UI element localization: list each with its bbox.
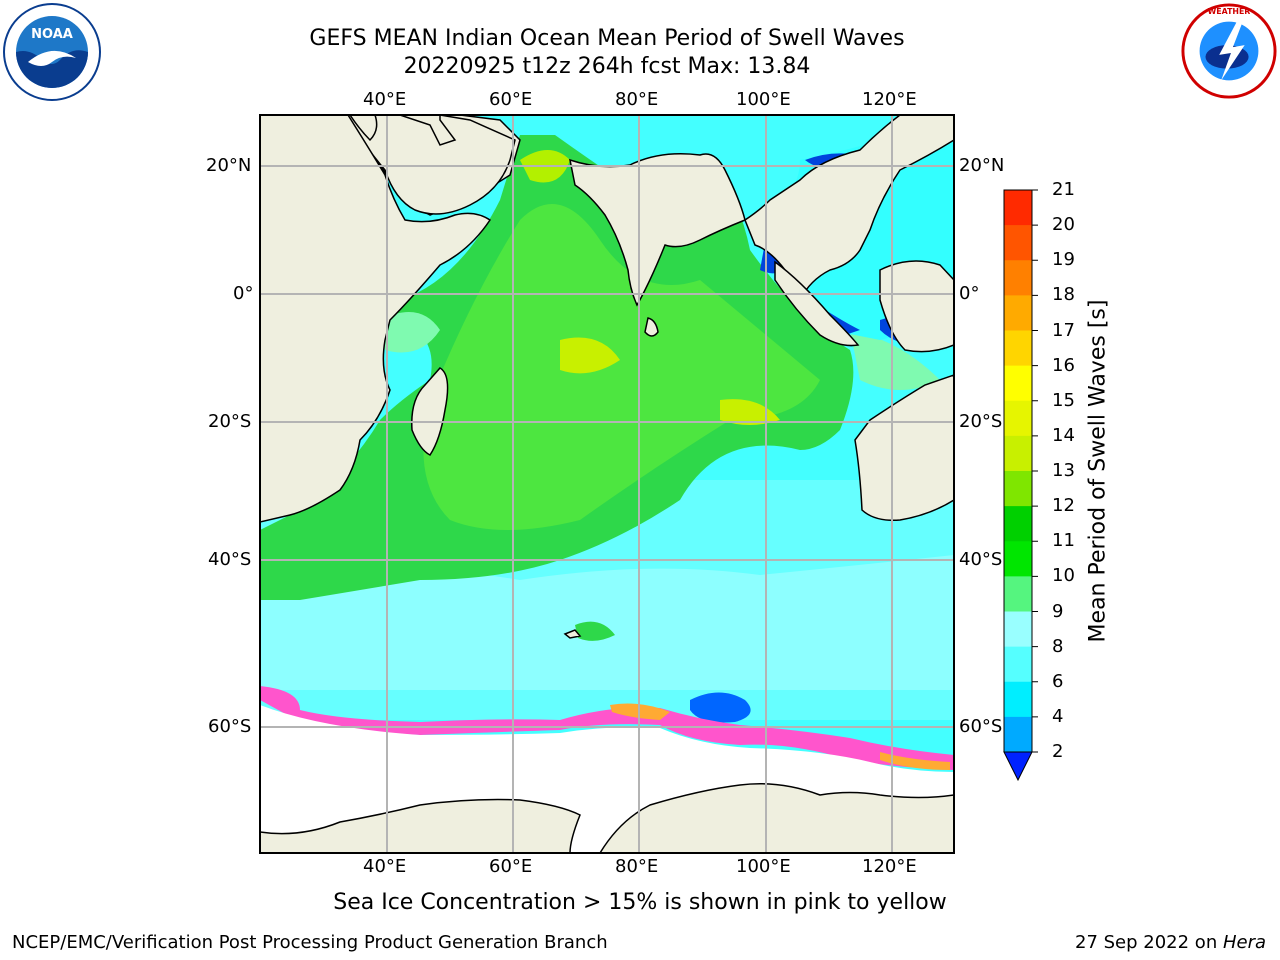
colorbar-segment <box>1004 681 1032 718</box>
colorbar-tick-label: 19 <box>1052 249 1075 271</box>
colorbar-segment <box>1004 295 1032 331</box>
colorbar-tick-label: 17 <box>1052 319 1075 341</box>
colorbar-segment <box>1004 260 1032 296</box>
colorbar-tick-label: 15 <box>1052 389 1075 411</box>
land <box>260 115 954 853</box>
lat-label-left: 20°S <box>208 411 252 432</box>
noaa-logo: NOAA <box>3 3 101 101</box>
chart-subtitle: 20220925 t12z 264h fcst Max: 13.84 <box>403 54 811 79</box>
footer-date: 27 Sep 2022 on Hera <box>1075 932 1266 953</box>
colorbar-extend-arrow <box>1003 751 1033 782</box>
madagascar <box>411 367 449 456</box>
svg-text:NOAA: NOAA <box>31 27 73 42</box>
lat-label-right: 40°S <box>959 549 1003 570</box>
lon-label-bottom: 120°E <box>862 856 917 877</box>
svg-text:WEATHER: WEATHER <box>1208 7 1251 16</box>
lon-label-bottom: 80°E <box>615 856 659 877</box>
colorbar-tick-label: 8 <box>1052 635 1064 657</box>
colorbar-segment <box>1004 190 1032 226</box>
footer-date-text: 27 Sep 2022 on <box>1075 932 1223 953</box>
colorbar-tick-label: 14 <box>1052 424 1075 446</box>
lon-label-top: 40°E <box>363 89 407 110</box>
colorbar-segment <box>1004 576 1032 612</box>
colorbar-segment <box>1004 471 1032 507</box>
footer-credit: NCEP/EMC/Verification Post Processing Pr… <box>12 932 608 953</box>
australia <box>854 374 954 522</box>
colorbar-segment <box>1004 541 1032 577</box>
lon-label-top: 60°E <box>489 89 533 110</box>
colorbar-tick-label: 21 <box>1052 179 1075 200</box>
colorbar-tick-label: 18 <box>1052 284 1075 306</box>
lat-label-left: 40°S <box>208 549 252 570</box>
map-frame <box>259 114 955 854</box>
national-weather-service-logo: WEATHER <box>1181 3 1277 99</box>
lat-label-left: 20°N <box>206 155 252 176</box>
lon-label-top: 100°E <box>736 89 791 110</box>
colorbar-tick-label: 6 <box>1052 670 1064 692</box>
colorbar-segment <box>1004 716 1032 753</box>
africa <box>260 115 492 523</box>
footer-host: Hera <box>1222 932 1266 953</box>
colorbar-segment <box>1004 611 1032 648</box>
colorbar-segment <box>1004 400 1032 437</box>
colorbar-tick-label: 20 <box>1052 214 1075 236</box>
lat-label-left: 0° <box>233 283 254 304</box>
colorbar-label: Mean Period of Swell Waves [s] <box>1085 299 1111 643</box>
lat-label-right: 20°N <box>959 155 1005 176</box>
lat-label-right: 60°S <box>959 716 1003 737</box>
map-area <box>260 115 954 853</box>
lat-label-right: 0° <box>959 283 980 304</box>
graticule <box>260 115 954 853</box>
colorbar-segment <box>1004 646 1032 683</box>
antarctica <box>260 783 954 853</box>
colorbar-tick-label: 13 <box>1052 460 1075 481</box>
india <box>569 153 746 307</box>
lat-label-left: 60°S <box>208 716 252 737</box>
colorbar-tick-label: 9 <box>1052 600 1064 622</box>
lon-label-bottom: 60°E <box>489 856 533 877</box>
colorbar-tick-label: 12 <box>1052 495 1075 517</box>
colorbar-tick-label: 16 <box>1052 354 1075 376</box>
colorbar-segment <box>1004 225 1032 261</box>
colorbar-tick-label: 2 <box>1052 741 1064 762</box>
sea-ice-note: Sea Ice Concentration > 15% is shown in … <box>333 890 947 915</box>
lon-label-bottom: 40°E <box>363 856 407 877</box>
colorbar-segment <box>1004 330 1032 367</box>
colorbar-segment <box>1004 435 1032 472</box>
colorbar <box>1003 189 1038 782</box>
colorbar-tick-label: 11 <box>1052 530 1075 552</box>
chart-title: GEFS MEAN Indian Ocean Mean Period of Sw… <box>309 26 905 51</box>
colorbar-segment <box>1004 365 1032 402</box>
lat-label-right: 20°S <box>959 411 1003 432</box>
sri-lanka <box>644 317 659 337</box>
lon-label-bottom: 100°E <box>736 856 791 877</box>
colorbar-tick-label: 4 <box>1052 705 1064 727</box>
colorbar-tick-label: 10 <box>1052 565 1075 587</box>
colorbar-segment <box>1004 506 1032 542</box>
lon-label-top: 120°E <box>862 89 917 110</box>
borneo-java <box>879 260 954 353</box>
lon-label-top: 80°E <box>615 89 659 110</box>
